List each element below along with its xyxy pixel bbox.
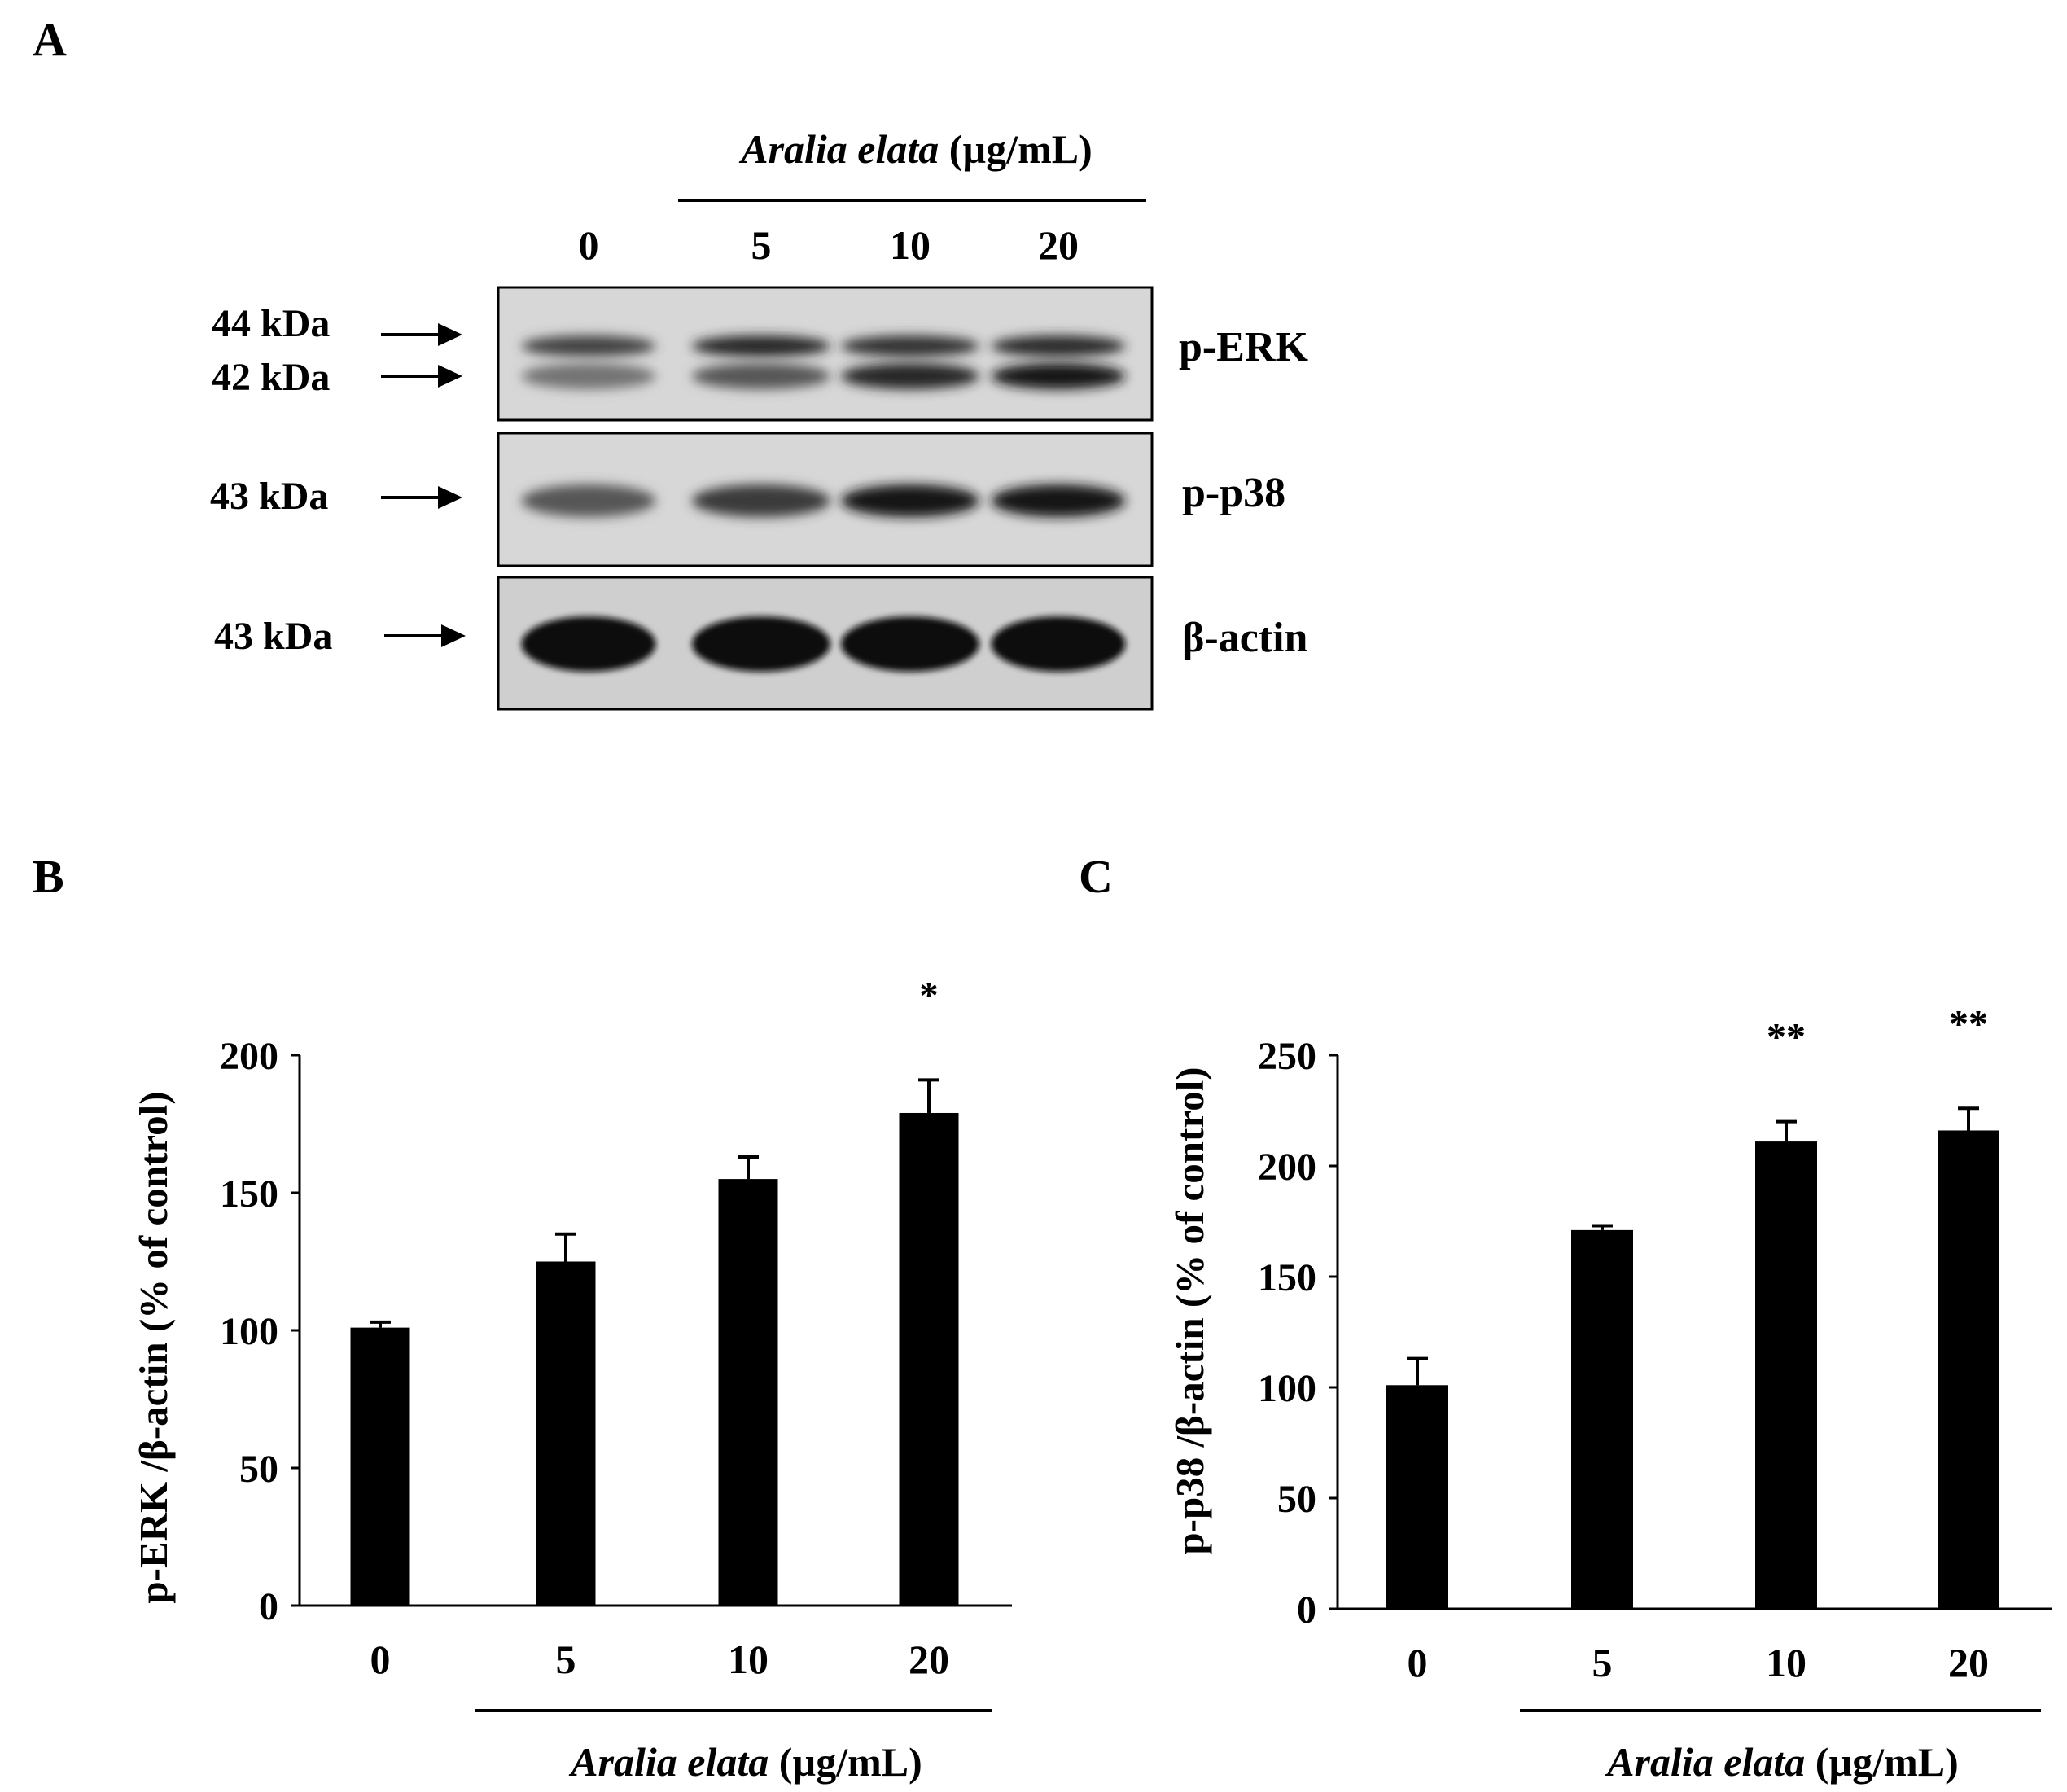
panel-a-lane-labels: 0 5 10 20 [579,222,1079,268]
panel-c-letter: C [1079,850,1113,903]
blot-bands [521,616,1126,672]
blot-band [841,363,979,389]
blot-bands [521,335,1126,389]
panel-b: B p-ERK /β-actin (% of control) 05010015… [33,850,1012,1785]
panel-a-unit: (µg/mL) [939,126,1093,172]
bar [1938,1130,1999,1609]
blot-band [991,363,1126,389]
bar [536,1261,596,1606]
marker-label: 44 kDa [212,302,330,345]
bar [350,1327,410,1606]
x-tick-label: 0 [1408,1640,1428,1685]
y-tick-label: 0 [259,1585,278,1628]
marker-label: 43 kDa [214,615,332,658]
marker-arrow [384,624,466,647]
x-tick-label: 20 [909,1636,949,1682]
x-tick-label: 0 [370,1636,391,1682]
bar [718,1179,778,1606]
lane-label: 20 [1038,222,1079,268]
bar [1755,1141,1817,1609]
blot-p-erk: p-ERK 44 kDa 42 kDa [212,286,1308,422]
panel-c-x-axis-label: Aralia elata (µg/mL) [1605,1739,1959,1785]
blot-band [692,616,830,672]
lane-label: 10 [890,222,931,268]
blot-band [521,335,656,357]
y-tick-label: 50 [239,1448,278,1491]
blot-band [841,616,979,672]
blot-band [991,484,1126,517]
panel-b-x-axis-label: Aralia elata (µg/mL) [568,1739,922,1785]
y-tick-label: 250 [1258,1035,1316,1078]
y-tick-label: 150 [1258,1256,1316,1299]
y-tick-label: 50 [1277,1478,1316,1521]
x-tick-label: 5 [1592,1640,1613,1685]
panel-b-unit: (µg/mL) [769,1739,922,1785]
bar [1386,1385,1448,1609]
blot-band [521,616,656,672]
panel-b-plot: 0 50 100 150 200 0 5 10 * 20 [220,974,1012,1682]
x-tick-label: 10 [728,1636,769,1682]
y-tick-label: 150 [220,1172,278,1216]
y-tick-label: 100 [1258,1367,1316,1410]
marker-arrow [381,323,462,346]
marker-arrow [381,486,462,509]
y-tick-label: 0 [1297,1588,1316,1632]
blot-band [991,335,1126,357]
panel-c-plot: 0 50 100 150 200 250 0 5 ** 10 ** 20 [1258,1002,2052,1685]
panel-c: C p-p38 /β-actin (% of control) 05010015… [1079,850,2052,1785]
significance-marker: ** [1949,1002,1988,1045]
panel-c-unit: (µg/mL) [1805,1739,1959,1785]
panel-a-letter: A [33,13,67,66]
panel-a-treatment-label: Aralia elata (µg/mL) [738,126,1093,172]
panel-c-agent: Aralia elata [1605,1739,1805,1785]
bar [1571,1229,1633,1609]
lane-label: 5 [751,222,772,268]
x-tick-label: 20 [1948,1640,1989,1685]
significance-marker: ** [1767,1016,1806,1059]
blot-protein-label: p-ERK [1179,324,1308,370]
y-tick-label: 200 [1258,1146,1316,1189]
blot-protein-label: p-p38 [1182,470,1285,516]
blot-band [841,335,979,357]
marker-label: 42 kDa [212,356,330,399]
blot-band [692,335,830,357]
y-tick-label: 200 [220,1035,278,1078]
lane-label: 0 [579,222,599,268]
blot-beta-actin: β-actin 43 kDa [214,576,1308,711]
blot-protein-label: β-actin [1182,615,1308,661]
blot-band [692,484,830,517]
panel-a-agent: Aralia elata [738,126,939,172]
blot-band [521,484,656,517]
panel-b-agent: Aralia elata [568,1739,769,1785]
significance-marker: * [919,974,939,1017]
blot-p-p38: p-p38 43 kDa [210,432,1285,567]
blot-band [692,363,830,389]
panel-c-y-axis-label: p-p38 /β-actin (% of control) [1167,1067,1212,1554]
marker-arrow [381,365,462,388]
x-tick-label: 10 [1766,1640,1806,1685]
blot-band [841,484,979,517]
blot-band [991,616,1126,672]
panel-b-letter: B [33,850,64,903]
bar [899,1112,959,1606]
panel-b-y-axis-label: p-ERK /β-actin (% of control) [131,1091,176,1603]
blot-bands [521,484,1126,517]
blot-band [521,363,656,389]
marker-label: 43 kDa [210,475,328,518]
panel-a: A Aralia elata (µg/mL) 0 5 10 20 p-ERK 4… [33,13,1308,711]
x-tick-label: 5 [556,1636,576,1682]
y-tick-label: 100 [220,1310,278,1353]
